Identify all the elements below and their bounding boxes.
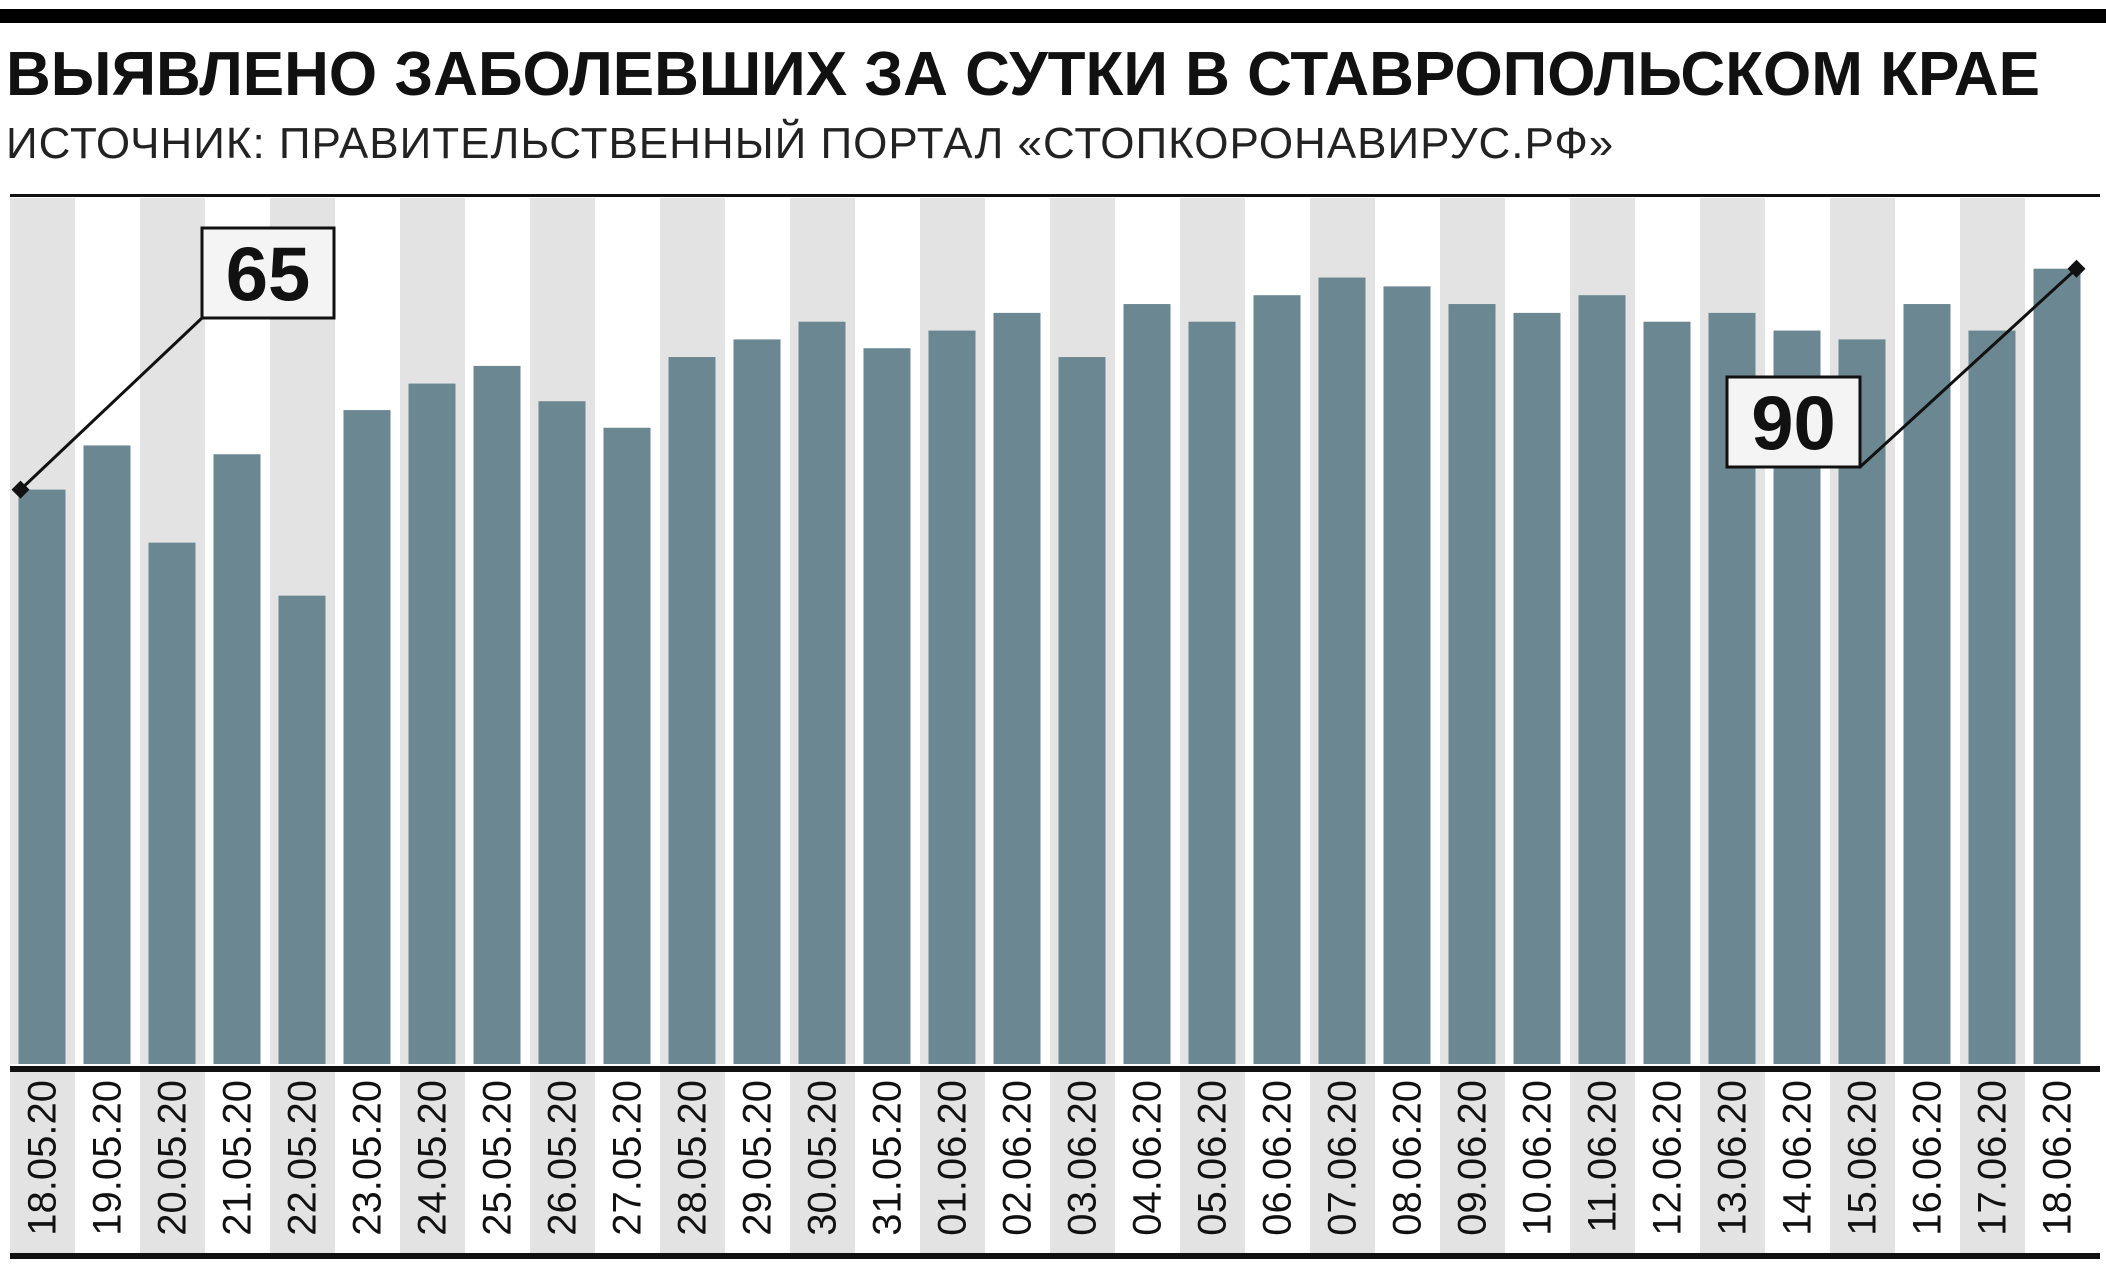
bar xyxy=(863,348,911,1064)
x-tick-label: 03.06.20 xyxy=(1061,1080,1105,1236)
x-tick-label: 20.05.20 xyxy=(151,1080,195,1236)
bar xyxy=(1123,304,1171,1065)
x-axis-line xyxy=(10,1066,2100,1072)
x-tick-label: 08.06.20 xyxy=(1386,1080,1430,1236)
x-tick-label: 30.05.20 xyxy=(801,1080,845,1236)
bar xyxy=(148,542,196,1064)
x-tick-label: 23.05.20 xyxy=(346,1080,390,1236)
x-tick-label: 16.06.20 xyxy=(1906,1080,1950,1236)
callout-leader xyxy=(1858,267,2078,469)
bar xyxy=(538,401,586,1065)
bar xyxy=(213,454,261,1064)
data-label: 65 xyxy=(226,233,311,318)
stripe-label xyxy=(400,1072,465,1253)
x-tick-label: 28.05.20 xyxy=(671,1080,715,1236)
stripe-label xyxy=(1570,1072,1635,1253)
stripe-label xyxy=(1830,1072,1895,1253)
bar xyxy=(668,357,716,1064)
x-tick-label: 19.05.20 xyxy=(86,1080,130,1236)
bar xyxy=(928,330,976,1064)
x-tick-label: 24.05.20 xyxy=(411,1080,455,1236)
stripe-label xyxy=(270,1072,335,1253)
stripe-label xyxy=(790,1072,855,1253)
x-tick-labels: 18.05.20 19.05.20 20.05.20 21.05.20 22.05.20… xyxy=(21,1080,2080,1236)
chart-title-main: ВЫЯВЛЕНО ЗАБОЛЕВШИХ ЗА СУТКИ В xyxy=(6,40,1248,109)
x-tick-label: 01.06.20 xyxy=(931,1080,975,1236)
bar xyxy=(733,339,781,1064)
data-label: 90 xyxy=(1751,382,1836,467)
x-tick-label: 11.06.20 xyxy=(1581,1080,1625,1233)
stripe-label xyxy=(1700,1072,1765,1253)
chart-title-accent: СТАВРОПОЛЬСКОМ КРАЕ xyxy=(1247,40,2041,109)
stripe-label xyxy=(530,1072,595,1253)
bar xyxy=(603,427,651,1064)
x-tick-label: 10.06.20 xyxy=(1516,1080,1560,1236)
bar xyxy=(1903,304,1951,1065)
bar xyxy=(278,595,326,1064)
x-tick-label: 14.06.20 xyxy=(1776,1080,1820,1236)
bar xyxy=(1318,277,1366,1064)
x-tick-label: 12.06.20 xyxy=(1646,1080,1690,1236)
bar xyxy=(408,383,456,1065)
stripe-label xyxy=(1180,1072,1245,1253)
chart-source: ИСТОЧНИК: ПРАВИТЕЛЬСТВЕННЫЙ ПОРТАЛ «СТОП… xyxy=(6,119,1615,168)
callouts: 65 90 xyxy=(11,226,2086,499)
callout-box xyxy=(200,226,336,320)
callout-leader xyxy=(19,316,204,491)
x-tick-label: 31.05.20 xyxy=(866,1080,910,1236)
callout-marker xyxy=(2067,259,2086,278)
bar xyxy=(1188,321,1236,1064)
bar xyxy=(2033,268,2081,1065)
x-tick-label: 18.05.20 xyxy=(21,1080,65,1236)
bar xyxy=(343,410,391,1064)
x-tick-label: 25.05.20 xyxy=(476,1080,520,1236)
bar xyxy=(1643,321,1691,1064)
x-tick-label: 21.05.20 xyxy=(216,1080,260,1236)
x-tick-label: 26.05.20 xyxy=(541,1080,585,1236)
callout-box xyxy=(1725,375,1862,469)
x-tick-label: 13.06.20 xyxy=(1711,1080,1755,1236)
callout-marker xyxy=(11,480,30,499)
stripe-label xyxy=(660,1072,725,1253)
x-tick-label: 04.06.20 xyxy=(1126,1080,1170,1236)
bottom-rule xyxy=(10,1253,2100,1259)
x-tick-label: 05.06.20 xyxy=(1191,1080,1235,1236)
x-tick-label: 17.06.20 xyxy=(1971,1080,2015,1236)
header-divider xyxy=(10,194,2100,197)
bar xyxy=(1513,312,1561,1064)
bar xyxy=(18,489,66,1064)
top-rule xyxy=(0,9,2106,23)
stripe-label xyxy=(1050,1072,1115,1253)
bar xyxy=(1253,295,1301,1064)
bars xyxy=(18,268,2081,1065)
x-tick-label: 15.06.20 xyxy=(1841,1080,1885,1236)
x-tick-label: 02.06.20 xyxy=(996,1080,1040,1236)
x-axis xyxy=(10,1066,2100,1259)
x-tick-label: 29.05.20 xyxy=(736,1080,780,1236)
x-tick-label: 22.05.20 xyxy=(281,1080,325,1236)
bar xyxy=(798,321,846,1064)
bar xyxy=(1968,330,2016,1064)
x-tick-label: 06.06.20 xyxy=(1256,1080,1300,1236)
bar xyxy=(83,445,131,1064)
stripe-label xyxy=(1440,1072,1505,1253)
bar xyxy=(1448,304,1496,1065)
stripe-label xyxy=(10,1072,75,1253)
x-tick-label: 27.05.20 xyxy=(606,1080,650,1236)
chart-title: ВЫЯВЛЕНО ЗАБОЛЕВШИХ ЗА СУТКИ В СТАВРОПОЛ… xyxy=(6,40,2040,110)
bar xyxy=(993,312,1041,1064)
x-tick-label: 07.06.20 xyxy=(1321,1080,1365,1236)
stripe-label xyxy=(1960,1072,2025,1253)
x-tick-label: 18.06.20 xyxy=(2036,1080,2080,1236)
bar xyxy=(473,365,521,1064)
stripe-label xyxy=(140,1072,205,1253)
bar xyxy=(1383,286,1431,1065)
x-tick-label: 09.06.20 xyxy=(1451,1080,1495,1236)
bar xyxy=(1058,357,1106,1064)
bar xyxy=(1578,295,1626,1064)
stripe-label xyxy=(1310,1072,1375,1253)
stripe-label xyxy=(920,1072,985,1253)
